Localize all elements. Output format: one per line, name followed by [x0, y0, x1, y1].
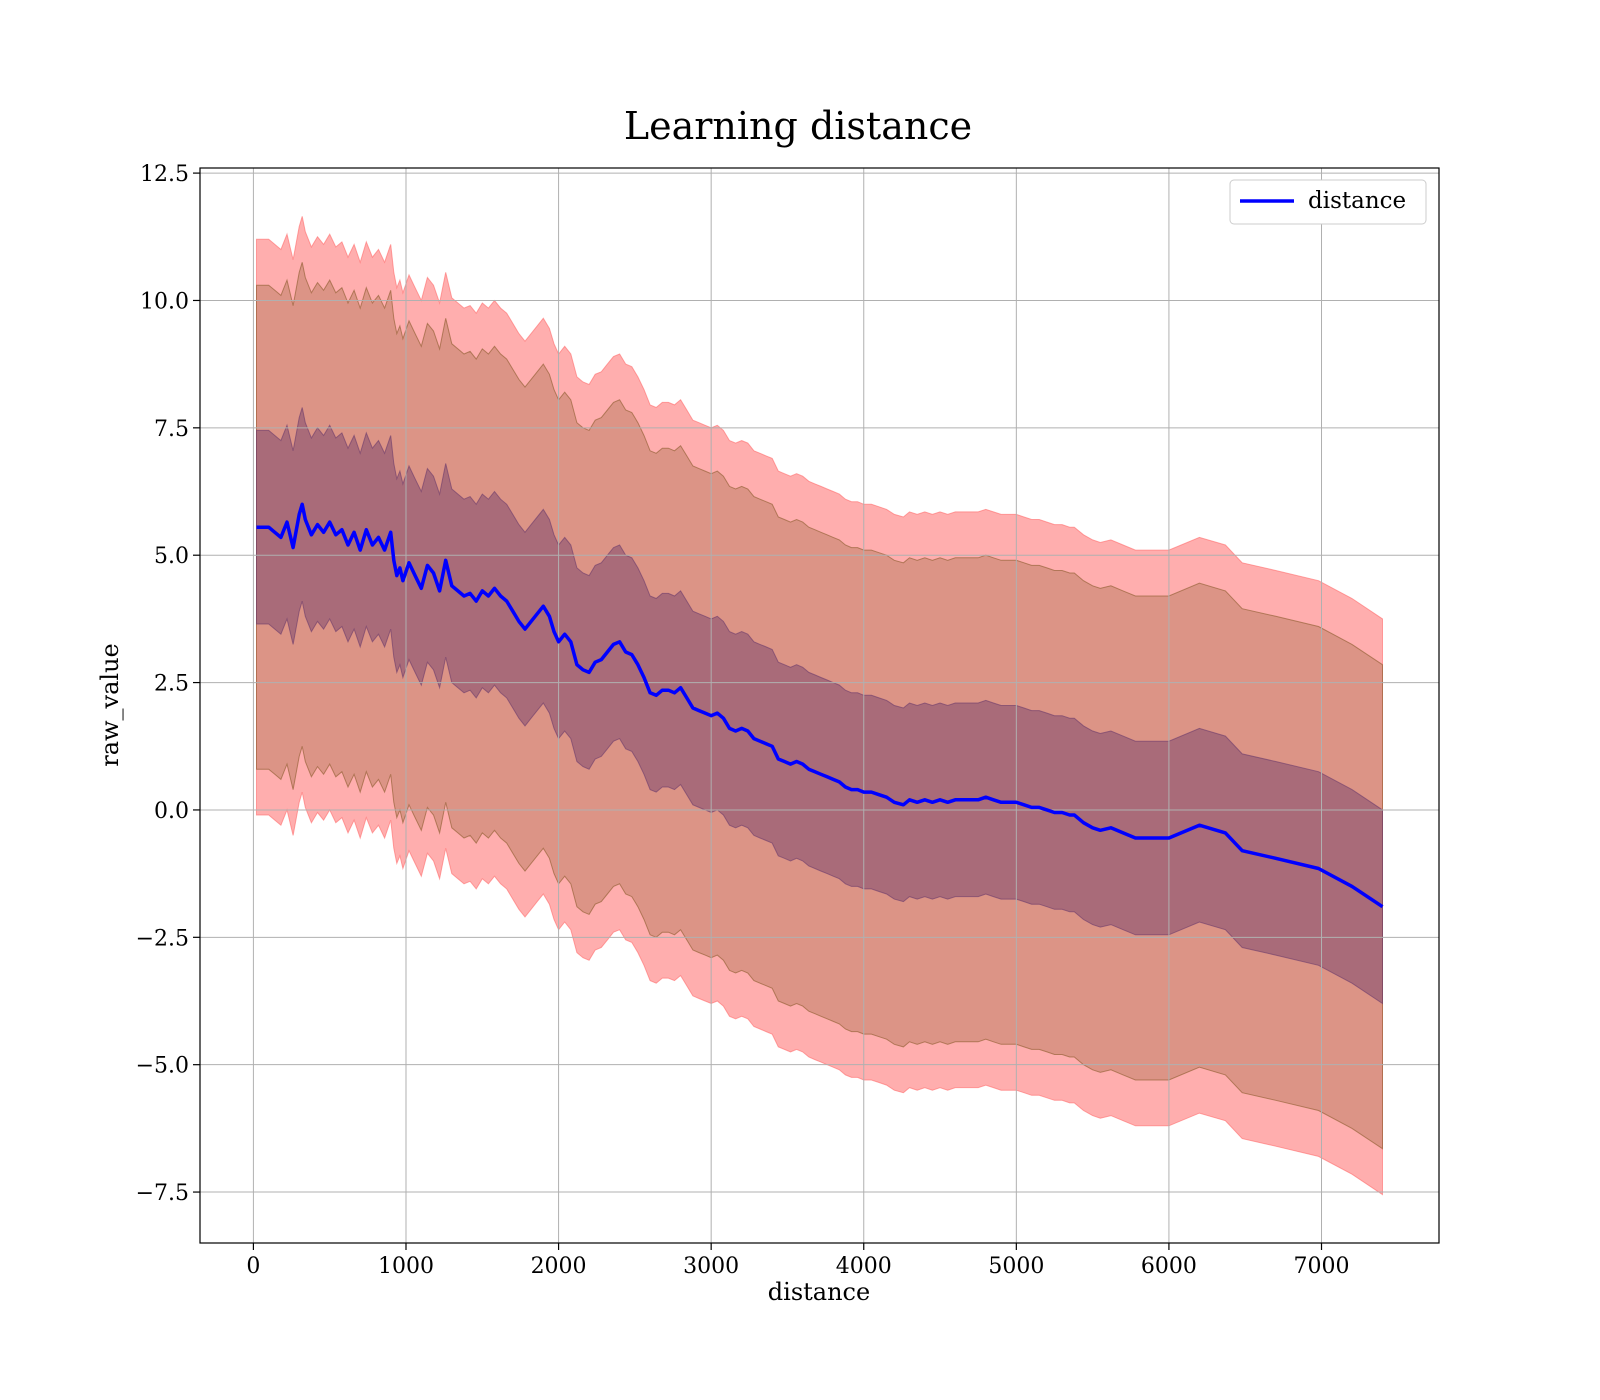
y-tick-label-4: 2.5	[154, 672, 189, 697]
series-line-distance	[256, 502, 1384, 909]
x-tick-label-1: 1000	[378, 1254, 434, 1279]
x-tick-label-3: 3000	[683, 1254, 739, 1279]
y-tick-label-5: 5.0	[154, 544, 189, 569]
confidence-bands	[256, 216, 1383, 1196]
plot-frame	[199, 167, 1440, 1244]
y-tick-label-2: −2.5	[136, 926, 189, 951]
y-tick-label-1: −5.0	[136, 1054, 189, 1079]
y-axis-ticks: −7.5 −5.0 −2.5 0.0 2.5 5.0 7.5 10.0 12.5	[136, 162, 200, 1206]
y-tick-label-0: −7.5	[136, 1181, 189, 1206]
x-tick-label-0: 0	[246, 1254, 260, 1279]
grid-lines	[200, 168, 1439, 1243]
x-tick-label-4: 4000	[836, 1254, 892, 1279]
legend-label-distance: distance	[1308, 188, 1406, 214]
x-axis-label: distance	[768, 1278, 870, 1306]
y-tick-label-6: 7.5	[154, 417, 189, 442]
x-tick-label-2: 2000	[531, 1254, 587, 1279]
y-tick-label-7: 10.0	[140, 289, 189, 314]
series-lines	[256, 502, 1384, 909]
chart-title: Learning distance	[624, 104, 972, 148]
x-tick-label-5: 5000	[988, 1254, 1044, 1279]
y-axis-label: raw_value	[96, 643, 124, 767]
legend: distance	[1229, 179, 1427, 225]
x-tick-label-6: 6000	[1141, 1254, 1197, 1279]
x-axis-ticks: 0 1000 2000 3000 4000 5000 6000 7000	[246, 1243, 1350, 1279]
x-tick-label-7: 7000	[1294, 1254, 1350, 1279]
legend-box	[1229, 179, 1427, 225]
y-tick-label-8: 12.5	[140, 162, 189, 187]
band-2	[256, 407, 1383, 1005]
y-tick-label-3: 0.0	[154, 799, 189, 824]
band-0	[256, 216, 1383, 1196]
